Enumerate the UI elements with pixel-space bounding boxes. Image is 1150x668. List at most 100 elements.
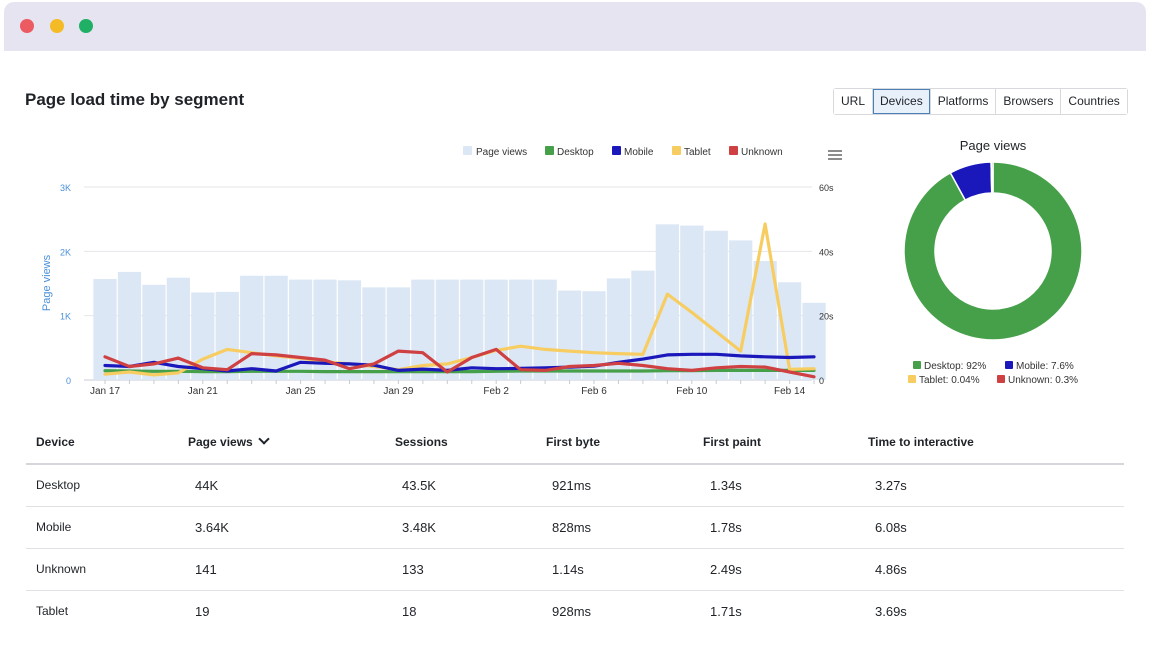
table-row[interactable]: Tablet 19 18 928ms 1.71s 3.69s <box>26 591 1124 632</box>
legend-swatch-tablet <box>672 146 681 155</box>
page-views-bar[interactable] <box>288 279 313 380</box>
table-header: Device Page views Sessions First byte Fi… <box>26 421 1124 465</box>
cell-time-to-interactive: 6.08s <box>875 520 907 535</box>
donut-legend-unknown[interactable]: Unknown: 0.3% <box>1008 375 1078 386</box>
page-views-bar[interactable] <box>142 284 166 380</box>
segment-tab-url[interactable]: URL <box>834 89 874 114</box>
segment-switcher: URL Devices Platforms Browsers Countries <box>833 88 1128 115</box>
segment-tab-devices[interactable]: Devices <box>873 89 931 114</box>
legend-swatch-desktop <box>545 146 554 155</box>
page-views-bar[interactable] <box>215 291 239 380</box>
page-views-bar[interactable] <box>411 279 435 380</box>
cell-sessions: 18 <box>402 604 417 619</box>
legend-desktop[interactable]: Desktop <box>557 147 594 158</box>
header-time-to-interactive[interactable]: Time to interactive <box>868 435 974 449</box>
cell-sessions: 133 <box>402 562 424 577</box>
cell-device: Unknown <box>36 562 87 576</box>
page-views-bar[interactable] <box>117 271 142 380</box>
cell-first-paint: 1.78s <box>710 520 742 535</box>
page-views-bar[interactable] <box>386 287 411 380</box>
cell-device: Desktop <box>36 478 81 492</box>
table-row[interactable]: Unknown 141 133 1.14s 2.49s 4.86s <box>26 549 1124 591</box>
page-views-bar[interactable] <box>680 225 704 380</box>
sort-descending-icon[interactable] <box>258 433 270 445</box>
page-views-bar[interactable] <box>655 224 679 380</box>
cell-first-byte: 1.14s <box>552 562 584 577</box>
cell-page-views: 44K <box>195 478 219 493</box>
header-first-byte[interactable]: First byte <box>546 435 601 449</box>
legend-tablet[interactable]: Tablet <box>684 147 711 158</box>
cell-sessions: 3.48K <box>402 520 436 535</box>
page-views-bar[interactable] <box>313 279 337 380</box>
header-sessions[interactable]: Sessions <box>395 435 448 449</box>
page-views-bar[interactable] <box>509 279 533 380</box>
cell-time-to-interactive: 4.86s <box>875 562 907 577</box>
x-tick-label: Jan 21 <box>188 386 218 397</box>
y-left-tick-label: 2K <box>60 247 71 257</box>
legend-unknown[interactable]: Unknown <box>741 147 783 158</box>
x-tick-label: Feb 2 <box>483 386 509 397</box>
minimize-window-button[interactable] <box>50 19 64 33</box>
page-views-bar[interactable] <box>435 279 459 380</box>
segment-tab-countries[interactable]: Countries <box>1061 89 1127 114</box>
page-views-bar[interactable] <box>93 278 117 380</box>
page-views-bar[interactable] <box>753 260 777 380</box>
donut-legend-desktop[interactable]: Desktop: 92% <box>924 361 986 372</box>
page-views-bar[interactable] <box>533 279 557 380</box>
cell-first-byte: 828ms <box>552 520 592 535</box>
table-row[interactable]: Desktop 44K 43.5K 921ms 1.34s 3.27s <box>26 465 1124 507</box>
header-device[interactable]: Device <box>36 435 75 449</box>
donut-legend-swatch-tablet <box>908 375 916 383</box>
page-views-bar[interactable] <box>240 275 264 380</box>
legend-swatch-page-views <box>463 146 472 155</box>
table-row[interactable]: Mobile 3.64K 3.48K 828ms 1.78s 6.08s <box>26 507 1124 549</box>
page-views-bar[interactable] <box>582 291 606 380</box>
y-right-tick-label: 20s <box>819 312 834 322</box>
page-views-bar[interactable] <box>264 275 288 380</box>
maximize-window-button[interactable] <box>79 19 93 33</box>
donut-slice-desktop[interactable] <box>903 161 1083 341</box>
x-tick-label: Jan 17 <box>90 386 120 397</box>
donut-legend-tablet[interactable]: Tablet: 0.04% <box>919 375 980 386</box>
page-views-donut-chart: Page views Desktop: 92% Mobile: 7.6% Tab… <box>903 138 1083 386</box>
legend-mobile[interactable]: Mobile <box>624 147 654 158</box>
y-left-tick-label: 1K <box>60 312 71 322</box>
series-line-unknown[interactable] <box>103 347 816 379</box>
y-left-tick-label: 3K <box>60 183 71 193</box>
page-title: Page load time by segment <box>25 90 245 109</box>
page-views-bar[interactable] <box>557 290 582 380</box>
page-views-bar[interactable] <box>802 302 826 380</box>
segment-tab-platforms[interactable]: Platforms <box>930 89 997 114</box>
legend-swatch-mobile <box>612 146 621 155</box>
donut-legend-mobile[interactable]: Mobile: 7.6% <box>1016 361 1074 372</box>
legend-swatch-unknown <box>729 146 738 155</box>
chart-menu-icon[interactable] <box>826 149 842 161</box>
x-tick-label: Feb 10 <box>676 386 708 397</box>
x-tick-label: Feb 6 <box>581 386 607 397</box>
legend-page-views[interactable]: Page views <box>476 147 527 158</box>
page-views-bar[interactable] <box>166 277 190 380</box>
device-table: Device Page views Sessions First byte Fi… <box>26 421 1124 632</box>
page-views-bar[interactable] <box>777 282 802 380</box>
donut-title: Page views <box>960 138 1027 153</box>
page-views-bar[interactable] <box>460 279 484 380</box>
header-page-views[interactable]: Page views <box>188 421 270 463</box>
cell-first-paint: 2.49s <box>710 562 742 577</box>
cell-first-paint: 1.34s <box>710 478 742 493</box>
cell-device: Mobile <box>36 520 72 534</box>
page-views-bar[interactable] <box>484 279 508 380</box>
cell-device: Tablet <box>36 604 69 618</box>
cell-page-views: 141 <box>195 562 217 577</box>
segment-tab-browsers[interactable]: Browsers <box>996 89 1062 114</box>
close-window-button[interactable] <box>20 19 34 33</box>
page-views-bar[interactable] <box>704 230 728 380</box>
page-views-bar[interactable] <box>362 287 386 380</box>
cell-page-views: 19 <box>195 604 210 619</box>
x-tick-label: Jan 25 <box>286 386 316 397</box>
series-line-tablet[interactable] <box>103 222 816 377</box>
donut-slice-unknown[interactable] <box>990 161 994 194</box>
header-first-paint[interactable]: First paint <box>703 435 762 449</box>
y-right-tick-label: 0 <box>819 376 824 386</box>
page-views-bar[interactable] <box>337 280 362 380</box>
cell-sessions: 43.5K <box>402 478 436 493</box>
